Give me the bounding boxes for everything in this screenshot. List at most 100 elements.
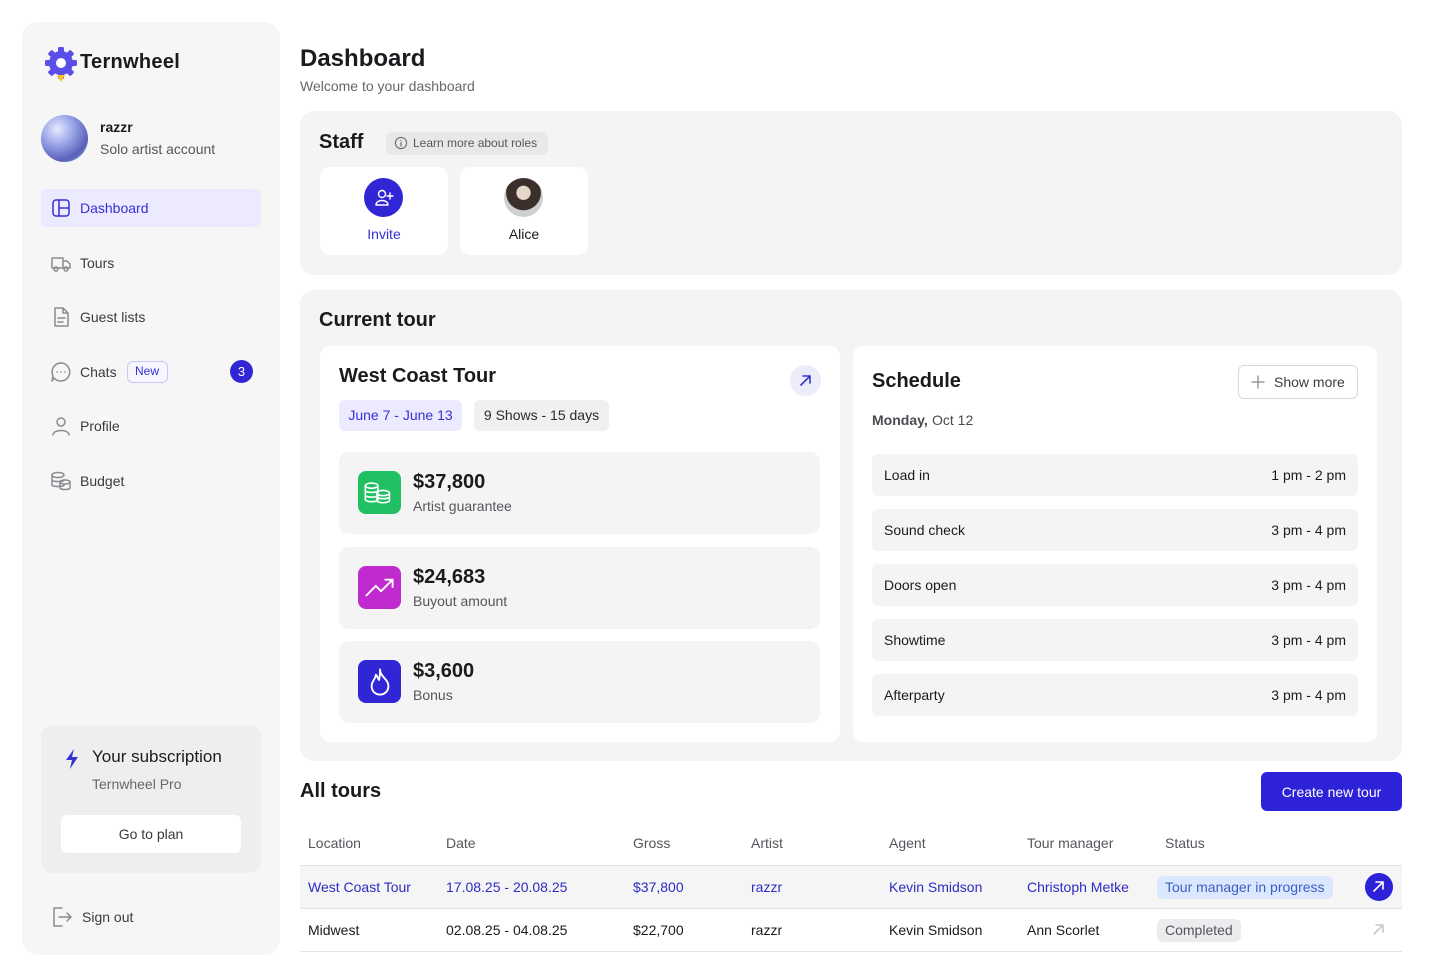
nav-icon [51,471,71,491]
column-header: Status [1165,835,1205,851]
table-cell[interactable]: Midwest [308,922,360,938]
row-arrow [1373,924,1384,935]
schedule-time: 3 pm - 4 pm [1271,522,1346,538]
icon-part [1251,375,1265,389]
stat-icon [370,668,390,696]
user-avatar [41,115,88,162]
icon-part [53,265,59,272]
icon-part [54,307,69,327]
create-tour-button[interactable] [1261,772,1402,811]
table-cell: Kevin Smidson [889,879,983,895]
schedule-time: 1 pm - 2 pm [1271,467,1346,483]
stat-label: Buyout amount [413,592,508,609]
nav-icon [52,199,70,217]
icon-part [394,136,408,150]
nav-label[interactable]: Budget [80,473,125,489]
nav-item[interactable] [41,462,261,500]
logo [45,47,77,82]
icon-part [48,50,57,59]
table-cell: $37,800 [633,879,684,895]
icon-part [51,256,71,269]
table-cell[interactable]: West Coast Tour [308,879,411,895]
icon-part [1373,924,1384,935]
alice-avatar [504,178,543,217]
nav-icon [51,256,71,272]
nav-label[interactable]: Guest lists [80,309,146,326]
nav-label[interactable]: Dashboard [80,200,149,216]
icon-part [66,749,78,769]
icon-part [370,668,390,696]
schedule-item [872,674,1358,716]
icon-part [58,47,64,54]
nav-icon [51,362,71,382]
stat-box [339,452,820,534]
subscription-plan: Ternwheel Pro [92,776,182,792]
icon-part [56,417,66,428]
nav-label[interactable]: Chats [80,363,117,380]
all-tours-title: All tours [300,780,382,802]
staff-member[interactable]: Alice [508,226,540,242]
icon-part [364,482,379,490]
stat-value: $3,600 [413,660,475,682]
nav-icon [52,417,70,437]
icon-part [375,192,394,206]
plus-icon [1251,375,1265,389]
sign-out-icon [53,907,72,927]
icon-part [52,430,70,437]
schedule-time: 3 pm - 4 pm [1271,577,1346,593]
icon-part [56,58,66,68]
icon-part [63,265,69,272]
table-cell: $22,700 [633,922,684,938]
nav-label[interactable]: Profile [80,418,120,435]
icon-part [70,60,77,66]
subscription-title: Your subscription [92,747,222,766]
stat-icon-box [358,565,401,609]
nav-item[interactable] [41,298,261,336]
page-subtitle: Welcome to your dashboard [300,78,475,94]
column-header: Tour manager [1027,835,1114,851]
table-cell: Kevin Smidson [889,922,983,938]
schedule-event: Afterparty [884,687,945,703]
current-tour-title: Current tour [319,309,436,331]
status-pill: Completed [1157,919,1241,942]
go-to-plan-label[interactable]: Go to plan [118,826,184,842]
schedule-event: Load in [884,467,930,483]
new-tag-label: New [134,363,159,378]
create-tour-label[interactable]: Create new tour [1281,783,1382,800]
stat-label: Artist guarantee [413,498,512,514]
table-cell: Christoph Metke [1027,879,1129,895]
icon-part [64,370,66,373]
go-to-plan-button[interactable] [61,815,241,853]
icon-part [51,471,65,479]
stat-icon-box [358,660,401,703]
new-tag [127,360,168,383]
schedule-item [872,509,1358,551]
info-icon [394,136,408,150]
sign-out[interactable]: Sign out [82,909,134,925]
stat-value: $37,800 [413,471,486,493]
roles-hint-label[interactable]: Learn more about roles [413,136,538,150]
schedule-event: Doors open [884,577,957,593]
schedule-time: 3 pm - 4 pm [1271,632,1346,648]
nav-item[interactable] [41,189,261,227]
schedule-event: Sound check [884,522,965,538]
nav-item[interactable] [41,244,261,282]
chat-count-badge [230,359,253,383]
icon-part [1373,881,1384,892]
icon-part [45,60,52,66]
stat-label: Bonus [413,687,453,703]
show-more-label[interactable]: Show more [1274,374,1345,390]
nav-label[interactable]: Tours [80,254,115,271]
nav-item[interactable] [41,407,261,445]
table-cell: 17.08.25 - 20.08.25 [446,879,568,895]
icon-part [65,67,74,76]
staff-member[interactable]: Invite [367,226,401,242]
icon-part [51,362,71,382]
icon-part [377,189,387,199]
dates-pill [339,400,462,431]
roles-hint[interactable] [386,132,548,155]
nav-icon [54,307,69,327]
table-cell: razzr [751,879,783,895]
